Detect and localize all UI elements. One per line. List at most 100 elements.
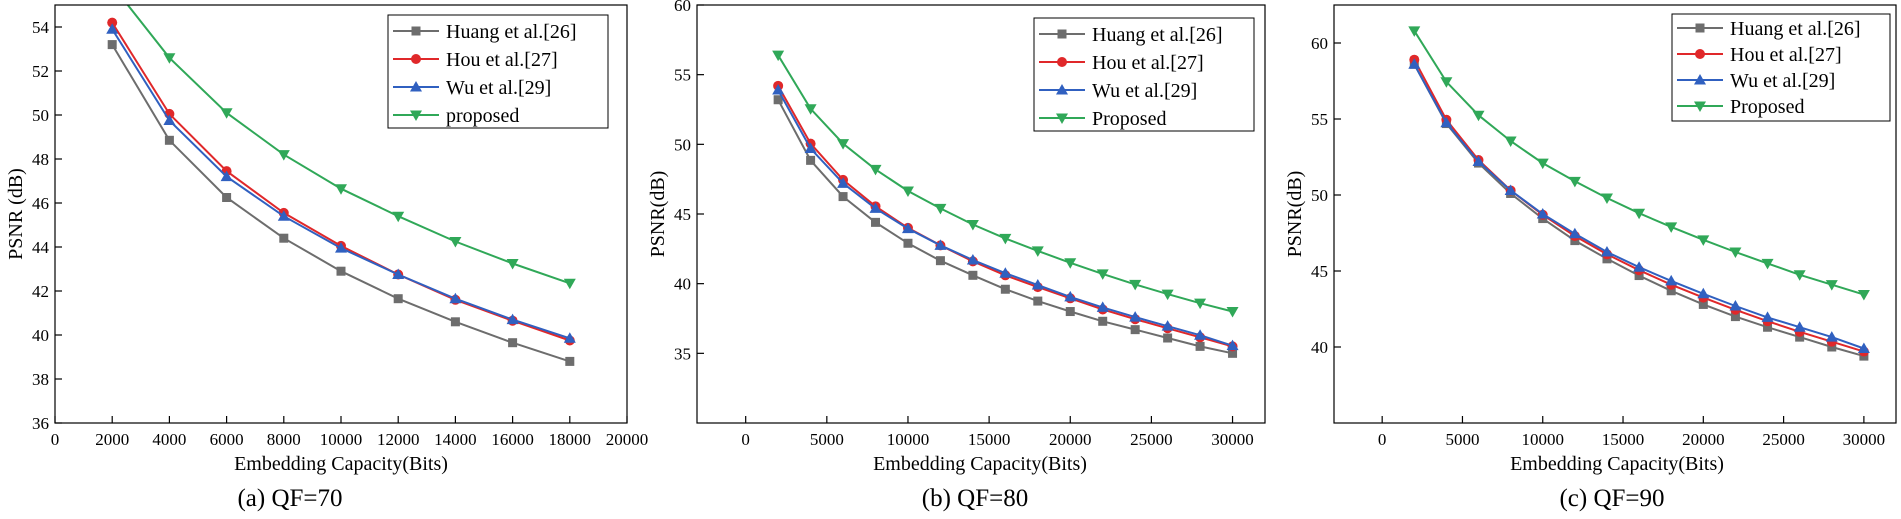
data-point-wu-b	[1194, 329, 1207, 340]
legend-entry-wu-a: Wu et al.[29]	[393, 77, 551, 99]
legend-marker-hou-a	[411, 54, 421, 64]
legend-entry-proposed-a: proposed	[393, 105, 519, 127]
data-point-proposed-c	[1472, 110, 1485, 122]
y-tick-label: 45	[1311, 262, 1328, 281]
legend-symbol-wu-c	[1694, 74, 1706, 85]
y-tick-label: 44	[32, 238, 50, 257]
data-point-proposed-b	[837, 139, 850, 150]
data-point-huang-a	[565, 356, 575, 366]
y-tick-label: 60	[1311, 34, 1328, 53]
legend-symbol-hou-c	[1695, 49, 1705, 59]
data-point-proposed-a	[335, 184, 347, 195]
x-tick-label: 6000	[210, 430, 244, 449]
data-point-huang-c	[1730, 312, 1740, 322]
data-point-wu-c	[1857, 342, 1870, 354]
data-point-wu-c	[1568, 227, 1581, 239]
y-tick-label: 36	[32, 414, 49, 433]
data-point-wu-c	[1472, 155, 1485, 167]
legend-marker-huang-b	[1057, 29, 1067, 39]
x-axis-label-b: Embedding Capacity(Bits)	[873, 453, 1087, 475]
legend-symbol-hou-b	[1057, 57, 1067, 67]
legend-symbol-wu-a	[410, 81, 422, 92]
y-tick-label: 55	[674, 66, 691, 85]
data-point-huang-a	[336, 266, 346, 276]
data-point-proposed-a	[449, 237, 462, 248]
x-tick-label: 30000	[1211, 430, 1254, 449]
data-point-huang-b	[968, 270, 978, 280]
series-group-c	[1408, 26, 1870, 361]
data-point-hou-a	[107, 17, 118, 28]
data-point-proposed-b	[1226, 307, 1239, 318]
legend-label-huang-b: Huang et al.[26]	[1092, 24, 1223, 46]
data-point-wu-c	[1729, 299, 1742, 311]
data-point-proposed-b	[1194, 298, 1207, 310]
x-tick-label: 0	[741, 430, 750, 449]
x-tick-label: 12000	[377, 430, 420, 449]
data-point-wu-b	[1226, 339, 1239, 351]
y-tick-label: 45	[674, 205, 691, 224]
y-tick-label: 52	[32, 62, 49, 81]
legend-box-b	[1033, 17, 1255, 132]
legend-label-proposed-c: Proposed	[1730, 96, 1804, 118]
y-axis-ticks-c: 40 45 50 55 60	[1311, 34, 1341, 357]
y-tick-label: 40	[674, 275, 691, 294]
legend-symbol-proposed-b	[1056, 113, 1068, 124]
data-point-wu-a	[106, 23, 119, 34]
legend-marker-proposed-a	[410, 110, 422, 121]
data-point-huang-a	[279, 233, 289, 243]
legend-entry-hou-a: Hou et al.[27]	[393, 49, 558, 71]
data-point-huang-b	[773, 95, 783, 105]
data-point-wu-b	[1129, 311, 1142, 322]
legend-entry-hou-b: Hou et al.[27]	[1039, 52, 1204, 74]
y-tick-label: 40	[32, 326, 49, 345]
legend-label-proposed-b: Proposed	[1092, 108, 1166, 130]
data-point-wu-c	[1408, 58, 1421, 69]
legend-a: Huang et al.[26] Hou et al.[27] Wu et al…	[387, 14, 609, 129]
data-point-wu-a	[563, 332, 576, 343]
data-point-huang-b	[806, 155, 816, 165]
data-point-huang-b	[903, 238, 913, 248]
data-point-proposed-b	[772, 50, 785, 62]
legend-label-wu-b: Wu et al.[29]	[1092, 80, 1197, 102]
data-point-wu-c	[1600, 246, 1613, 257]
data-point-proposed-a	[220, 108, 233, 119]
data-point-huang-a	[393, 294, 403, 304]
legend-label-huang-c: Huang et al.[26]	[1730, 18, 1861, 40]
data-point-huang-b	[1098, 316, 1108, 326]
data-point-huang-a	[164, 135, 174, 145]
series-group-b	[772, 50, 1239, 358]
y-tick-label: 50	[1311, 186, 1328, 205]
legend-label-huang-a: Huang et al.[26]	[446, 21, 577, 43]
data-point-huang-b	[1000, 284, 1010, 294]
y-tick-label: 55	[1311, 110, 1328, 129]
y-axis-label-b: PSNR(dB)	[647, 171, 669, 258]
x-tick-label: 25000	[1130, 430, 1173, 449]
data-point-wu-a	[335, 242, 347, 253]
data-point-proposed-c	[1761, 258, 1774, 270]
legend-label-proposed-a: proposed	[446, 105, 519, 127]
x-tick-label: 30000	[1843, 430, 1886, 449]
legend-symbol-huang-c	[1695, 23, 1705, 33]
data-point-huang-b	[1033, 296, 1043, 306]
data-point-wu-b	[901, 222, 914, 234]
data-point-wu-a	[449, 292, 462, 304]
data-point-proposed-c	[1600, 193, 1613, 205]
legend-c: Huang et al.[26] Hou et al.[27] Wu et al…	[1671, 13, 1891, 122]
data-point-huang-b	[1195, 341, 1205, 351]
data-point-huang-b	[838, 192, 848, 202]
data-point-proposed-c	[1440, 77, 1453, 88]
data-point-wu-c	[1440, 116, 1453, 128]
data-point-wu-b	[837, 177, 850, 188]
y-axis-label-a: PSNR (dB)	[5, 168, 27, 260]
y-tick-label: 40	[1311, 338, 1328, 357]
data-point-proposed-b	[1129, 279, 1142, 291]
data-point-proposed-c	[1504, 136, 1517, 148]
data-point-huang-b	[1228, 348, 1238, 358]
data-point-huang-b	[1163, 333, 1173, 343]
caption-c: (c) QF=90	[1559, 485, 1664, 512]
plot-frame-a	[54, 4, 628, 424]
data-point-huang-c	[1795, 332, 1805, 342]
caption-a: (a) QF=70	[237, 485, 342, 512]
x-tick-label: 20000	[1682, 430, 1725, 449]
